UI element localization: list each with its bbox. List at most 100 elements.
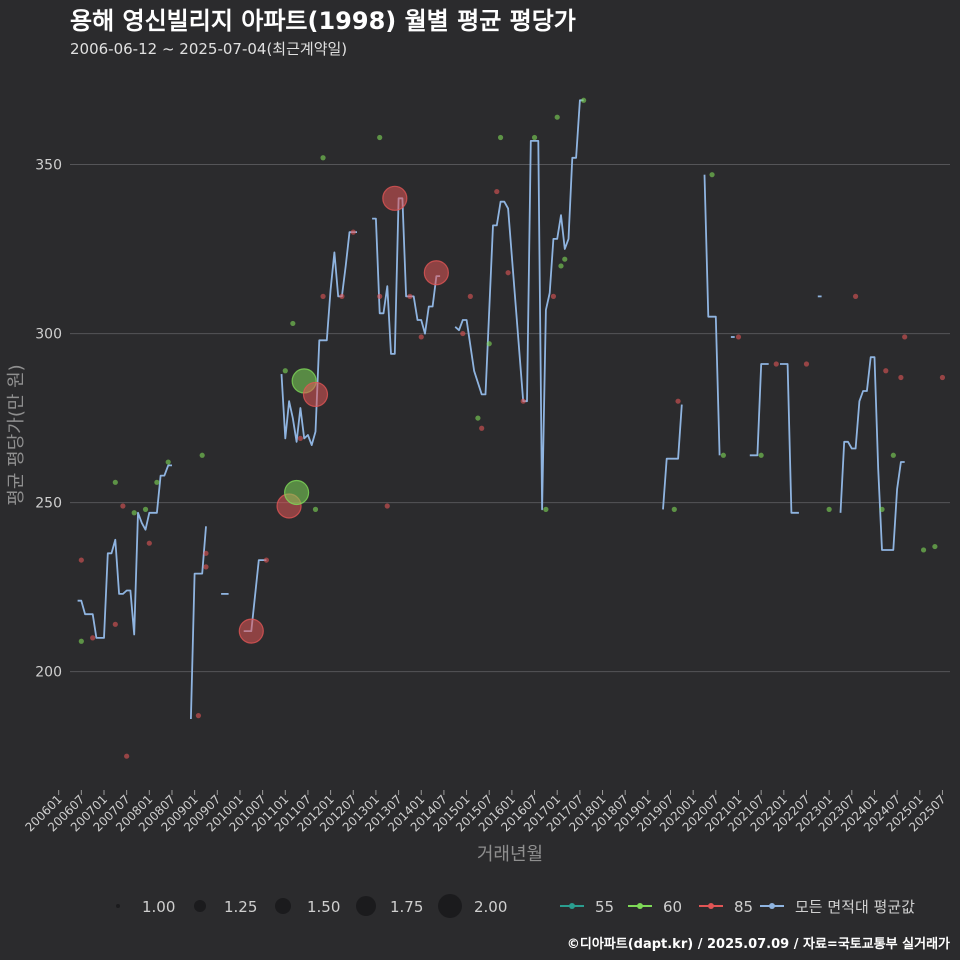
chart-subtitle: 2006-06-12 ~ 2025-07-04(최근계약일) <box>70 40 347 58</box>
average-line-series <box>77 99 905 720</box>
average-line-segment <box>839 356 905 551</box>
data-point <box>112 621 118 627</box>
data-point <box>879 506 885 512</box>
data-point <box>898 374 904 381</box>
data-point <box>320 293 326 299</box>
color-legend: 55 60 85 모든 면적대 평균값 <box>560 898 915 916</box>
data-point <box>460 330 466 337</box>
data-point <box>554 114 560 120</box>
data-point <box>377 293 383 299</box>
data-point <box>312 506 319 512</box>
data-point <box>558 263 564 269</box>
data-point <box>675 398 681 404</box>
data-point <box>709 172 715 178</box>
size-legend-label: 1.00 <box>142 898 175 916</box>
data-point <box>78 557 84 563</box>
color-legend-label: 60 <box>663 898 682 916</box>
data-point <box>826 506 832 512</box>
y-tick-label: 350 <box>35 158 62 174</box>
data-point <box>339 293 345 299</box>
data-point <box>883 368 889 374</box>
data-point <box>297 435 303 441</box>
size-legend-label: 2.00 <box>474 898 507 916</box>
data-point <box>939 374 946 381</box>
data-point <box>203 550 209 556</box>
average-line-segment <box>780 363 799 514</box>
data-point <box>890 452 896 458</box>
data-point <box>562 256 568 262</box>
data-point <box>494 188 500 195</box>
chart-title: 용해 영신빌리지 아파트(1998) 월별 평균 평당가 <box>70 7 576 35</box>
data-point <box>543 506 549 512</box>
data-point <box>195 713 202 719</box>
data-point <box>377 134 383 141</box>
data-point <box>758 452 764 458</box>
data-point <box>290 320 296 327</box>
data-point <box>773 361 779 367</box>
footer-source: ©디아파트(dapt.kr) / 2025.07.09 / 자료=국토교통부 실… <box>567 936 950 952</box>
data-point <box>154 479 160 485</box>
data-point <box>263 557 269 563</box>
color-legend-dot <box>637 903 643 909</box>
color-legend-label: 85 <box>734 898 753 916</box>
data-point <box>803 361 810 367</box>
y-tick-label: 200 <box>35 665 62 681</box>
data-point <box>475 415 481 421</box>
data-point <box>920 547 927 553</box>
data-point <box>165 459 171 465</box>
size-legend-key <box>275 898 291 914</box>
data-point <box>531 134 538 141</box>
transaction-points <box>78 97 946 759</box>
size-legend-label: 1.25 <box>224 898 257 916</box>
data-point <box>497 134 504 141</box>
data-point <box>932 543 938 550</box>
color-legend-dot <box>708 903 714 909</box>
data-point <box>671 506 677 512</box>
data-point <box>90 635 96 641</box>
color-legend-label: 55 <box>595 898 614 916</box>
data-point <box>124 753 130 759</box>
size-legend: 1.00 1.25 1.50 1.75 2.00 <box>116 894 507 918</box>
data-point <box>418 334 424 340</box>
size-legend-key <box>356 896 376 916</box>
color-legend-dot <box>769 903 775 909</box>
data-point <box>423 260 449 286</box>
data-point <box>350 229 356 235</box>
average-line-segment <box>749 363 769 457</box>
data-point <box>120 503 126 509</box>
data-point <box>735 334 742 340</box>
data-point <box>486 341 492 347</box>
data-point <box>320 155 326 161</box>
y-axis-title: 평균 평당가(만 원) <box>6 364 27 505</box>
data-point <box>284 479 310 506</box>
data-point <box>852 293 859 299</box>
data-point <box>112 479 118 485</box>
average-line-segment <box>372 197 441 355</box>
data-point <box>720 452 726 458</box>
data-point <box>131 510 137 516</box>
color-legend-dot <box>569 903 575 909</box>
color-legend-label: 모든 면적대 평균값 <box>795 898 915 916</box>
size-legend-key <box>116 904 120 908</box>
y-tick-label: 250 <box>35 496 62 512</box>
data-point <box>581 97 587 103</box>
data-point <box>902 334 908 340</box>
data-point <box>142 506 149 512</box>
average-line-segment <box>454 99 584 511</box>
average-line-segment <box>662 404 683 510</box>
data-point <box>505 270 511 276</box>
data-point <box>302 381 329 408</box>
data-point <box>78 638 84 644</box>
data-point <box>199 452 205 458</box>
size-legend-key <box>194 900 206 912</box>
y-tick-label: 300 <box>35 327 62 343</box>
average-line-segment <box>190 526 207 720</box>
data-point <box>550 293 557 299</box>
data-point <box>203 564 209 570</box>
x-axis-title: 거래년월 <box>477 844 543 865</box>
data-point <box>384 503 390 509</box>
data-point <box>382 185 408 211</box>
data-point <box>479 425 485 431</box>
size-legend-label: 1.75 <box>390 898 423 916</box>
